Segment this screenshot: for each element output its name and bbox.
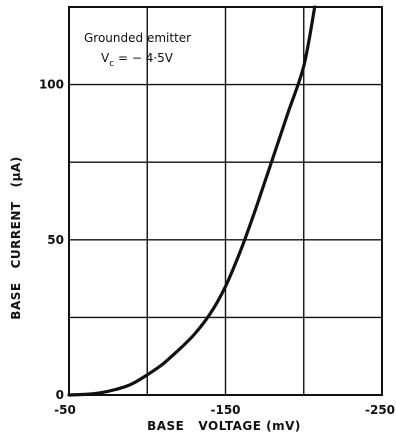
y-tick-label-4: 100 [39,78,64,92]
y-tick-labels: 0 50 100 [39,78,64,402]
x-tick-label-0: -50 [54,403,76,417]
series-curve [67,5,317,397]
y-tick-label-2: 50 [47,233,64,247]
x-axis-label: BASE VOLTAGE (mV) [147,419,301,433]
x-tick-labels: -50 -150 -250 [54,403,395,417]
annotation-line1: Grounded emitter [84,31,191,45]
annotation-vc-prefix: V [101,51,110,65]
annotation-line2: Vc = − 4·5V [101,51,174,69]
y-tick-label-0: 0 [56,388,64,402]
x-tick-label-4: -250 [365,403,395,417]
plot-frame [68,6,383,396]
grid [68,6,383,396]
x-tick-label-2: -150 [210,403,240,417]
annotation: Grounded emitter Vc = − 4·5V [84,31,191,69]
y-axis-label: BASE CURRENT (μA) [9,156,23,319]
annotation-vc-sub: c [109,59,114,69]
annotation-vc-value: = − 4·5V [114,51,174,65]
